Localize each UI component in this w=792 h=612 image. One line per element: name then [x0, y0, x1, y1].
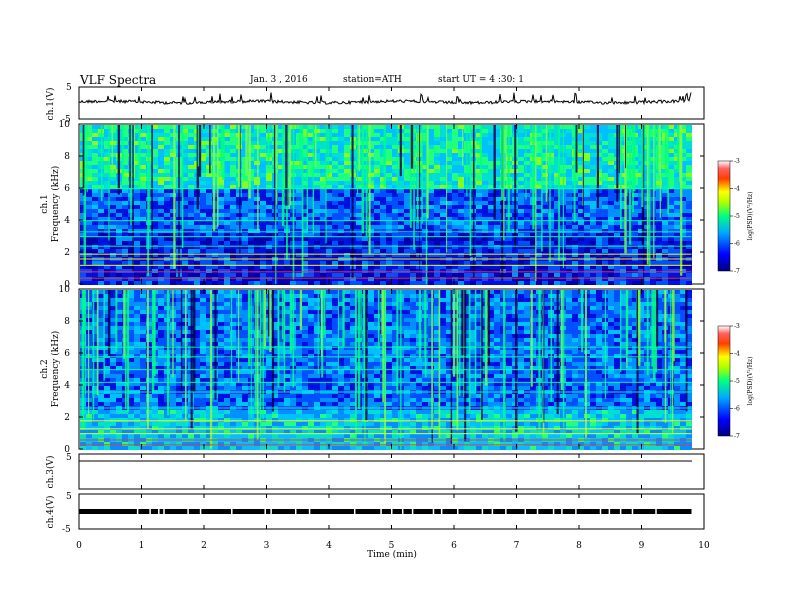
spec-ytick-label: 0 [64, 445, 70, 455]
figure-title: VLF Spectra [79, 73, 156, 87]
colorbar-tick-label: -5 [734, 378, 740, 385]
x-tick-label: 5 [389, 541, 395, 551]
x-tick-label: 10 [698, 541, 710, 551]
colorbar-tick-label: -7 [734, 433, 740, 440]
x-axis-label: Time (min) [367, 549, 417, 560]
colorbar-tick-label: -6 [734, 241, 740, 248]
ch1-colorbar-label: log(PSD)(V²/Hz) [747, 192, 754, 241]
ch3-ylabel: ch.3(V) [45, 456, 56, 489]
ch4-waveform-line [79, 509, 692, 514]
spec-ytick-label: 4 [64, 216, 70, 226]
colorbar-tick-label: -3 [734, 323, 740, 330]
colorbar-ticks: -3 -4 -5 -6 -7 -3 -4 -5 -6 -7 [730, 158, 740, 440]
x-tick-label: 3 [264, 541, 270, 551]
x-tick-label: 2 [201, 541, 207, 551]
date-label: Jan. 3 , 2016 [249, 75, 308, 85]
ch1-waveform-line [78, 92, 692, 106]
x-tick-label: 6 [451, 541, 457, 551]
spec-ytick-label: 8 [64, 317, 70, 327]
spec-ytick-label: 2 [64, 248, 70, 258]
spec-ytick-label: 4 [64, 381, 70, 391]
ch1-ytick-top: 5 [66, 83, 72, 93]
ch2-colorbar-label: log(PSD)(V²/Hz) [747, 357, 754, 406]
colorbar-tick-label: -4 [734, 186, 740, 193]
colorbar-tick-label: -3 [734, 158, 740, 165]
ch4-ytick-bottom: -5 [62, 525, 71, 535]
x-tick-label: 8 [576, 541, 582, 551]
colorbar-tick-label: -6 [734, 406, 740, 413]
spec-ytick-label: 0 [64, 280, 70, 290]
x-tick-label: 4 [326, 541, 332, 551]
ch2-spectrogram [80, 290, 692, 450]
spec-ytick-label: 6 [64, 349, 70, 359]
x-tick-label: 7 [514, 541, 520, 551]
spec-ytick-label: 6 [64, 184, 70, 194]
x-tick-label: 9 [639, 541, 645, 551]
ch4-ytick-top: 5 [66, 492, 72, 502]
ch3-ytick-top: 5 [66, 453, 72, 463]
x-tick-label: 1 [139, 541, 145, 551]
ch1-ytick-bottom: -5 [62, 115, 71, 125]
spec-ytick-label: 10 [59, 285, 71, 295]
ch4-ylabel: ch.4(V) [45, 496, 56, 529]
x-tick-label: 0 [76, 541, 82, 551]
colorbar-tick-label: -5 [734, 213, 740, 220]
spec-ytick-label: 2 [64, 413, 70, 423]
ch1-spec-yticks: 0 2 4 6 8 10 [59, 120, 704, 290]
ch2-freq-label: Frequency (kHz) [50, 331, 61, 408]
spec-ytick-label: 8 [64, 152, 70, 162]
station-label: station=ATH [343, 75, 402, 85]
ch2-spec-ylabel: ch.2 [40, 359, 50, 378]
ch1-ylabel: ch.1(V) [45, 88, 56, 121]
x-axis-ticks: 0 1 2 3 4 5 6 7 8 9 10 [76, 87, 710, 551]
ch1-freq-label: Frequency (kHz) [50, 166, 61, 243]
colorbar-tick-label: -7 [734, 268, 740, 275]
ch2-colorbar [717, 325, 731, 437]
spec-ytick-label: 10 [59, 120, 71, 130]
ch3-waveform-frame [78, 453, 705, 490]
start-time-label: start UT = 4 :30: 1 [438, 75, 524, 85]
colorbar-tick-label: -4 [734, 351, 740, 358]
ch1-colorbar [717, 160, 731, 272]
ch1-spec-ylabel: ch.1 [40, 194, 50, 213]
ch1-spectrogram [80, 125, 692, 285]
ch2-spec-yticks: 0 2 4 6 8 10 [59, 285, 704, 455]
